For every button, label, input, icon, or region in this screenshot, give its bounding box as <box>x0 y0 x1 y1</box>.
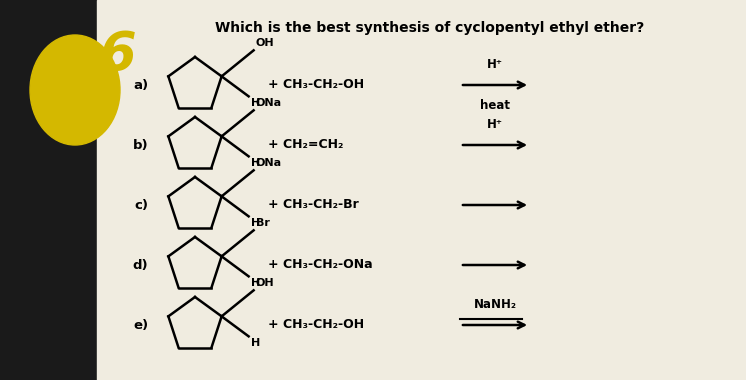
Text: + CH₃-CH₂-OH: + CH₃-CH₂-OH <box>268 79 364 92</box>
Text: Which is the best synthesis of cyclopentyl ethyl ether?: Which is the best synthesis of cyclopent… <box>216 21 645 35</box>
Text: ONa: ONa <box>256 158 282 168</box>
Text: H⁺: H⁺ <box>487 58 503 71</box>
Text: + CH₃-CH₂-ONa: + CH₃-CH₂-ONa <box>268 258 372 271</box>
Text: H: H <box>251 338 260 348</box>
Text: d): d) <box>132 258 148 271</box>
Text: NaNH₂: NaNH₂ <box>474 298 516 311</box>
Text: H: H <box>251 278 260 288</box>
Text: H: H <box>251 98 260 108</box>
Text: Br: Br <box>256 218 269 228</box>
Text: 6: 6 <box>100 29 137 81</box>
Bar <box>97 0 746 380</box>
Text: c): c) <box>134 198 148 212</box>
Text: OH: OH <box>256 278 275 288</box>
Text: ONa: ONa <box>256 98 282 108</box>
Text: OH: OH <box>256 38 275 48</box>
Text: H⁺: H⁺ <box>487 118 503 131</box>
Text: heat: heat <box>480 99 510 112</box>
Bar <box>0 0 95 380</box>
Text: a): a) <box>133 79 148 92</box>
Text: + CH₃-CH₂-Br: + CH₃-CH₂-Br <box>268 198 359 212</box>
Text: + CH₂=CH₂: + CH₂=CH₂ <box>268 138 343 152</box>
Text: H: H <box>251 218 260 228</box>
Ellipse shape <box>30 35 120 145</box>
Text: + CH₃-CH₂-OH: + CH₃-CH₂-OH <box>268 318 364 331</box>
Text: e): e) <box>133 318 148 331</box>
Text: H: H <box>251 158 260 168</box>
Text: b): b) <box>132 138 148 152</box>
